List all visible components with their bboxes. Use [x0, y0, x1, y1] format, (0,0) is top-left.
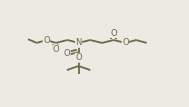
- Text: N: N: [75, 38, 82, 47]
- Text: O: O: [43, 36, 50, 45]
- Text: O: O: [64, 49, 70, 58]
- Text: O: O: [110, 29, 117, 38]
- Text: O: O: [122, 38, 129, 47]
- Text: O: O: [75, 53, 82, 62]
- Text: O: O: [53, 45, 59, 54]
